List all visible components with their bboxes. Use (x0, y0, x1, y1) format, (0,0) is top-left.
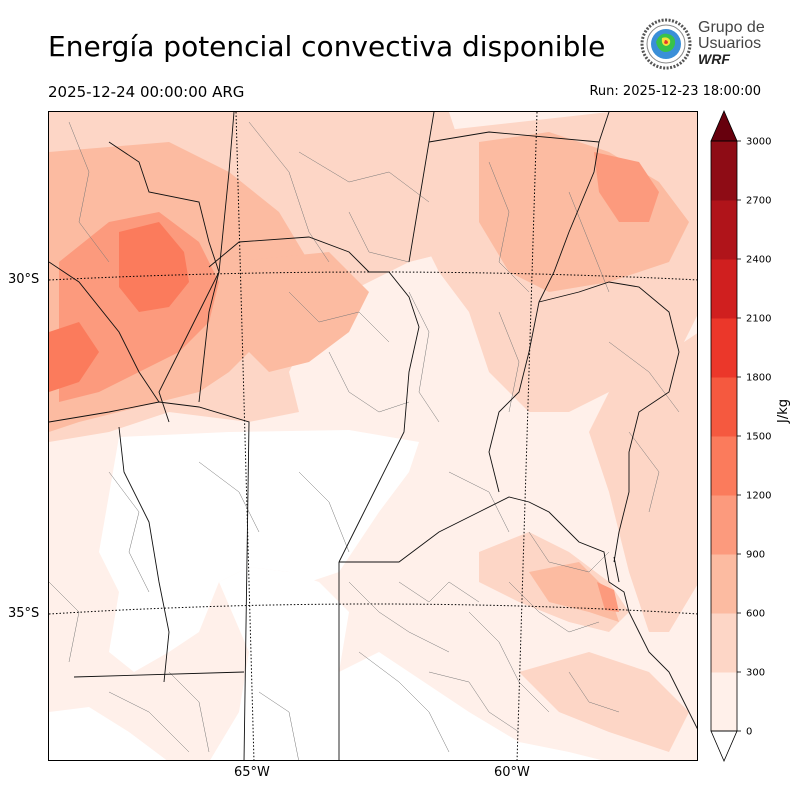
seal-icon (640, 18, 692, 70)
cape-fill-300-south (519, 652, 689, 752)
run-time: Run: 2025-12-23 18:00:00 (589, 84, 761, 99)
cape-fill-1200-west (49, 322, 99, 392)
valid-time: 2025-12-24 00:00:00 ARG (48, 83, 245, 101)
page-title: Energía potencial convectiva disponible (48, 30, 606, 63)
colorbar-segment (711, 613, 737, 673)
colorbar-segment (711, 554, 737, 614)
cape-map (48, 111, 698, 761)
lon-label-65w: 65°W (234, 765, 270, 780)
colorbar-tick-label: 900 (746, 550, 765, 561)
cape-fill-900-se (597, 582, 619, 612)
colorbar-segment (711, 141, 737, 201)
cape-empty-far-south (49, 707, 167, 760)
colorbar-tick-label: 2700 (746, 196, 771, 207)
colorbar-segment (711, 436, 737, 496)
colorbar-tick-label: 1200 (746, 491, 771, 502)
logo-line-2: Usuarios (698, 35, 762, 52)
cape-fill-1200 (119, 222, 189, 312)
wrf-logo: Grupo de Usuarios WRF (638, 16, 768, 72)
colorbar-segment (711, 672, 737, 732)
colorbar-tick-label: 2100 (746, 314, 771, 325)
colorbar: 0 300 600 900 1200 1500 1800 2100 2400 2700 3000 (710, 109, 771, 763)
cape-fill-600-southeast (529, 562, 619, 622)
cape-fill-300-east (589, 333, 697, 632)
colorbar-segment (711, 377, 737, 437)
colorbar-tick-label: 3000 (746, 137, 771, 148)
logo-line-1: Grupo de (698, 19, 765, 36)
cape-empty-south (339, 652, 601, 760)
colorbar-segment (711, 318, 737, 378)
cape-fill-600-center (229, 252, 369, 372)
colorbar-segment (711, 259, 737, 319)
lat-label-30s: 30°S (8, 272, 40, 287)
lat-line-30s (49, 271, 697, 281)
map-canvas (49, 112, 697, 760)
lon-label-60w: 60°W (494, 765, 530, 780)
colorbar-tick-label: 1500 (746, 432, 771, 443)
colorbar-tick-label: 0 (746, 727, 752, 738)
colorbar-under-arrow (710, 730, 738, 763)
department-boundaries (49, 121, 680, 760)
lat-label-35s: 35°S (8, 606, 40, 621)
colorbar-segment (711, 495, 737, 555)
colorbar-over-arrow (710, 109, 738, 142)
colorbar-tick-label: 600 (746, 609, 765, 620)
cape-empty-west (99, 430, 419, 672)
lat-line-35s (49, 603, 697, 615)
colorbar-tick-label: 300 (746, 668, 765, 679)
province-boundaries (49, 112, 697, 760)
colorbar-segment (711, 200, 737, 260)
colorbar-unit: J/kg (776, 399, 791, 423)
cape-fill-900-ne (594, 152, 659, 222)
logo-line-3: WRF (698, 51, 730, 67)
colorbar-tick-label: 1800 (746, 373, 771, 384)
colorbar-tick-label: 2400 (746, 255, 771, 266)
